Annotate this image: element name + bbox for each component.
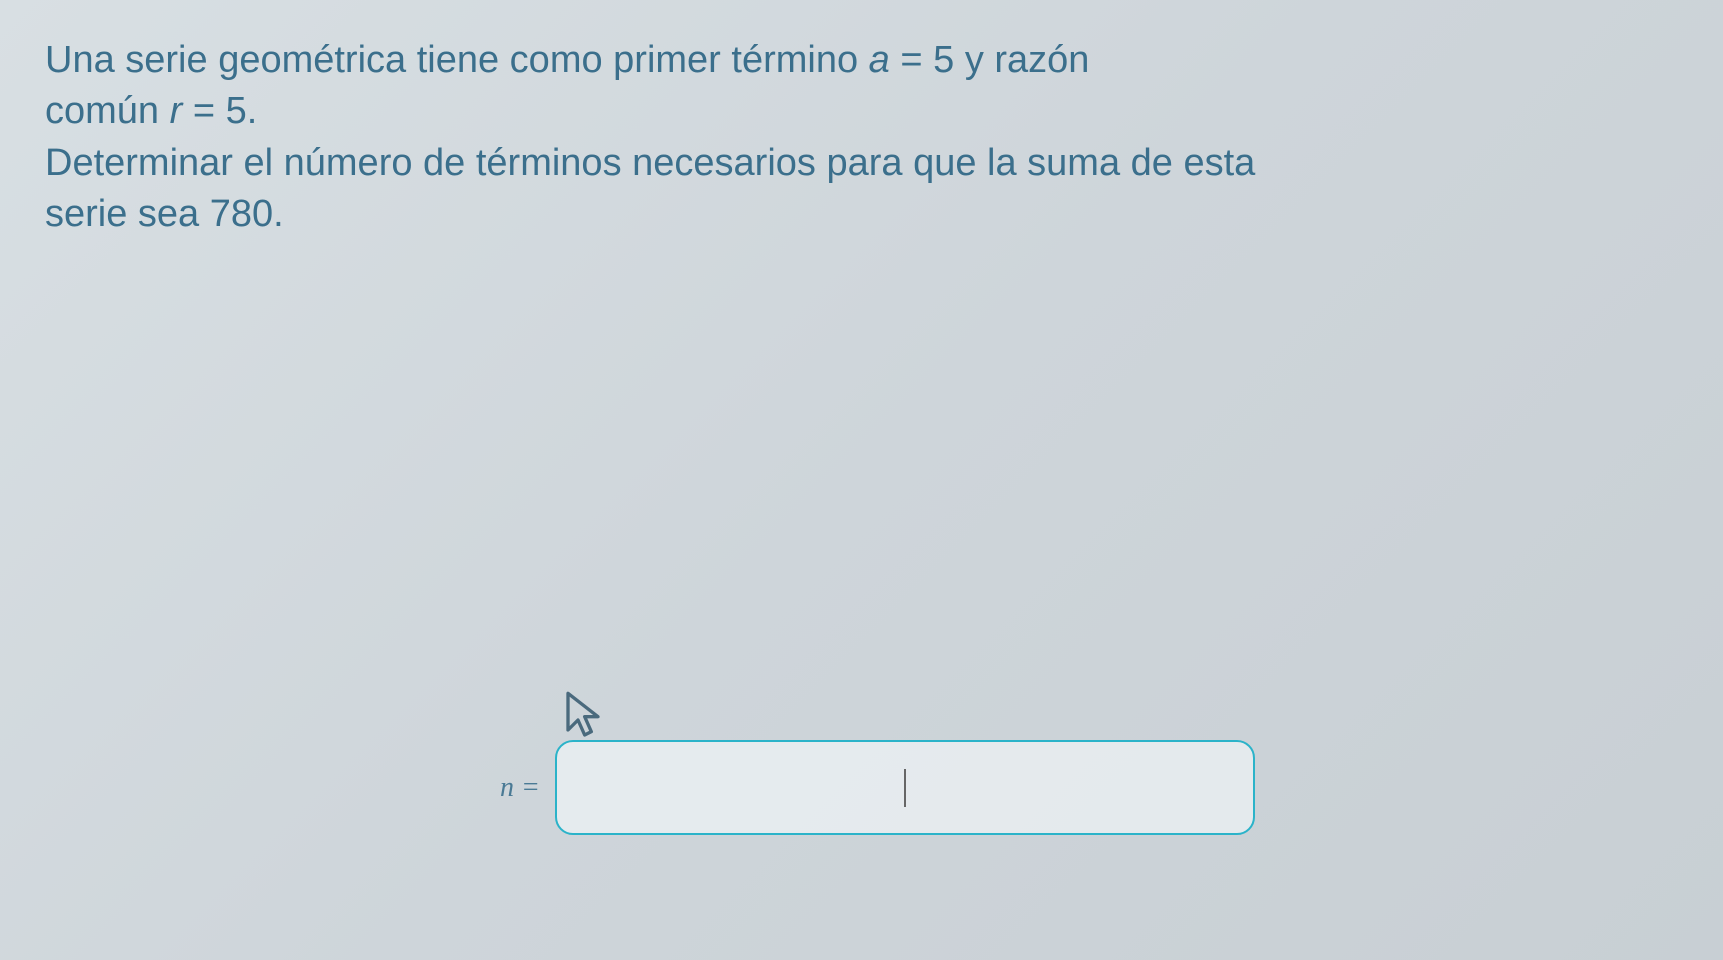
equals-1: =	[890, 39, 933, 81]
question-line2-part1: común	[45, 90, 170, 132]
value-a: 5	[933, 39, 954, 81]
question-line2-part2: .	[247, 90, 258, 132]
question-line3: Determinar el número de términos necesar…	[45, 142, 1255, 184]
answer-label: n =	[500, 772, 540, 804]
mouse-cursor-icon	[563, 690, 603, 740]
answer-input-wrapper	[555, 740, 1255, 835]
question-line1-part1: Una serie geométrica tiene como primer t…	[45, 39, 869, 81]
question-text: Una serie geométrica tiene como primer t…	[45, 35, 1665, 240]
equals-2: =	[182, 90, 225, 132]
answer-section: n =	[500, 740, 1255, 835]
value-r: 5	[226, 90, 247, 132]
question-line1-part2: y razón	[954, 39, 1089, 81]
text-caret	[904, 769, 906, 807]
variable-a: a	[869, 39, 890, 81]
question-line4: serie sea 780.	[45, 193, 284, 235]
variable-r: r	[170, 90, 183, 132]
